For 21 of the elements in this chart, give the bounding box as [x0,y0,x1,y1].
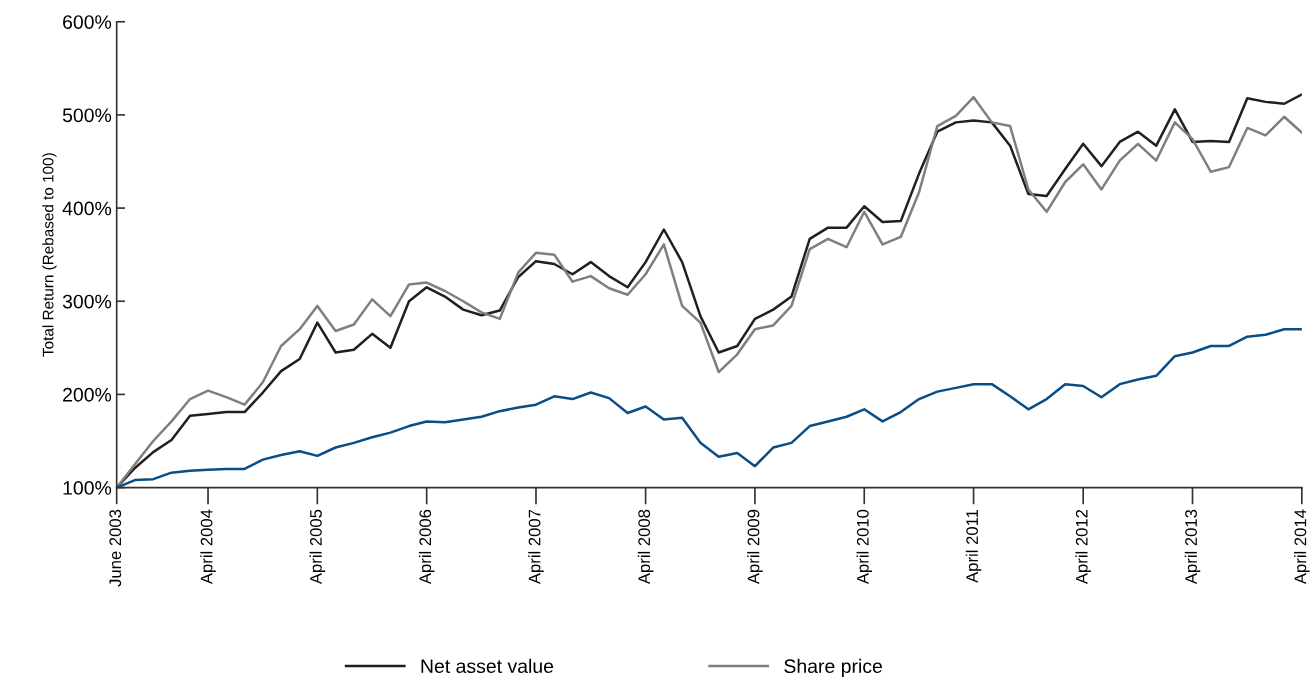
x-tick-label: April 2014 [1294,509,1310,585]
x-tick-label: June 2003 [109,509,122,587]
x-tick-label: April 2013 [1184,509,1201,585]
x-tick-label: April 2004 [200,509,216,585]
x-tick-label: April 2007 [528,509,544,585]
y-tick-label: 300% [62,294,112,309]
y-tick-label: 200% [63,387,112,402]
x-tick-label: April 2009 [747,509,763,585]
y-tick-label: 100% [63,481,112,495]
x-tick-label: April 2011 [965,509,982,583]
y-axis-title: Total Return (Rebased to 100) [42,153,57,357]
x-tick-label: April 2005 [309,509,326,585]
x-tick-label: April 2010 [856,509,873,585]
legend-label: Share price [784,658,882,677]
y-tick-label: 400% [62,201,112,216]
x-tick-label: April 2008 [637,509,654,585]
x-tick-label: April 2012 [1075,509,1091,585]
x-tick-label: April 2006 [418,509,435,585]
y-tick-label: 500% [62,108,112,123]
legend-label: Net asset value [421,658,554,674]
y-tick-label: 600% [63,15,112,29]
